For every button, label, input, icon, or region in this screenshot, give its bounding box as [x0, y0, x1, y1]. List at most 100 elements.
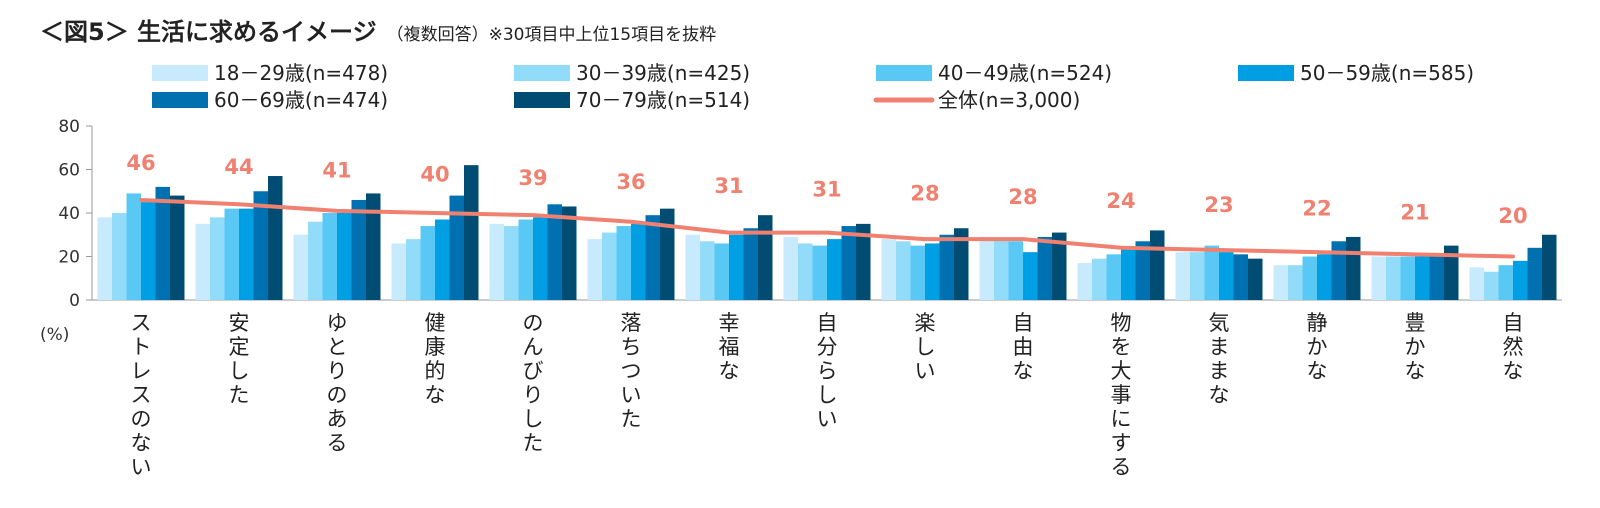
- data-label: 41: [322, 159, 351, 183]
- category-label: 静かな: [1307, 311, 1328, 383]
- bar: [1248, 258, 1263, 300]
- category-label: 自然な: [1503, 311, 1524, 383]
- axes: 0 20 40 60 80 (%): [40, 117, 1562, 345]
- chart-title: ＜図5＞ 生活に求めるイメージ: [40, 18, 377, 46]
- bar: [533, 217, 548, 300]
- data-label: 44: [224, 155, 253, 179]
- bar: [1498, 265, 1513, 300]
- category-label: 自分らしい: [817, 311, 838, 431]
- bar: [700, 241, 715, 300]
- y-tick-label: 20: [58, 248, 80, 268]
- bar: [268, 176, 283, 300]
- bar: [1484, 271, 1499, 300]
- data-label: 20: [1498, 204, 1527, 228]
- bar: [126, 193, 141, 300]
- bar: [896, 241, 911, 300]
- bar: [783, 236, 798, 300]
- bar: [1469, 267, 1484, 300]
- bar: [391, 243, 406, 300]
- category-label: 自由な: [1013, 311, 1034, 383]
- bar: [1106, 254, 1121, 300]
- bar: [954, 228, 969, 300]
- bar: [881, 239, 896, 300]
- bar: [112, 213, 127, 300]
- bar: [489, 223, 504, 300]
- bar: [925, 243, 940, 300]
- total-line: [139, 197, 1515, 259]
- legend-swatch: [1238, 65, 1294, 81]
- bar: [1346, 236, 1361, 300]
- bar: [645, 215, 660, 300]
- bar: [587, 239, 602, 300]
- category-label: 気ままな: [1209, 311, 1230, 407]
- legend-swatch: [876, 65, 932, 81]
- bar: [435, 219, 450, 300]
- data-label: 39: [518, 166, 547, 190]
- bar: [1150, 230, 1165, 300]
- bar: [1371, 256, 1386, 300]
- bar: [406, 239, 421, 300]
- bar: [685, 234, 700, 300]
- y-tick-label: 40: [58, 204, 80, 224]
- bar: [1444, 245, 1459, 300]
- data-label: 28: [1008, 185, 1037, 209]
- bar: [504, 226, 519, 300]
- bar: [518, 219, 533, 300]
- bar: [827, 239, 842, 300]
- legend-label: 18－29歳(n=478): [214, 61, 388, 85]
- bar: [547, 204, 562, 300]
- bar: [841, 226, 856, 300]
- bar: [1233, 254, 1248, 300]
- bar: [812, 245, 827, 300]
- bar: [1331, 241, 1346, 300]
- bar: [939, 234, 954, 300]
- bar: [1077, 263, 1092, 300]
- category-label: 豊かな: [1405, 311, 1426, 383]
- bar: [224, 208, 239, 300]
- data-label: 21: [1400, 200, 1429, 224]
- category-label: ゆとりのある: [327, 311, 348, 455]
- category-label: 安定した: [229, 311, 250, 407]
- bar: [1400, 256, 1415, 300]
- bar: [1023, 252, 1038, 300]
- bar: [239, 208, 254, 300]
- data-label: 46: [126, 151, 155, 175]
- data-label: 23: [1204, 193, 1233, 217]
- bar: [464, 165, 479, 300]
- bar: [562, 206, 577, 300]
- data-label: 31: [812, 178, 841, 202]
- y-tick-label: 0: [69, 291, 80, 311]
- bar: [97, 217, 112, 300]
- data-label: 31: [714, 174, 743, 198]
- bar: [979, 236, 994, 300]
- bar: [1317, 254, 1332, 300]
- y-axis-unit: (%): [40, 325, 69, 345]
- bar: [155, 186, 170, 300]
- data-label: 28: [910, 181, 939, 205]
- data-label: 36: [616, 170, 645, 194]
- bar: [1092, 258, 1107, 300]
- legend-label: 全体(n=3,000): [938, 88, 1080, 112]
- bar: [1052, 232, 1067, 300]
- bar: [210, 217, 225, 300]
- bar: [1008, 241, 1023, 300]
- bar: [195, 223, 210, 300]
- bar: [170, 195, 185, 300]
- legend-label: 50－59歳(n=585): [1300, 61, 1474, 85]
- bar: [1190, 252, 1205, 300]
- bar: [1273, 265, 1288, 300]
- legend-label: 70－79歳(n=514): [576, 88, 750, 112]
- category-label: 幸福な: [719, 311, 740, 383]
- bar: [322, 213, 337, 300]
- bar: [758, 215, 773, 300]
- category-label: 健康的な: [425, 311, 446, 407]
- legend-label: 40－49歳(n=524): [938, 61, 1112, 85]
- bar: [729, 234, 744, 300]
- bar: [308, 221, 323, 300]
- category-label: 落ちついた: [621, 311, 642, 431]
- bar: [798, 243, 813, 300]
- bar: [1415, 256, 1430, 300]
- bar: [910, 245, 925, 300]
- legend-swatch: [152, 65, 208, 81]
